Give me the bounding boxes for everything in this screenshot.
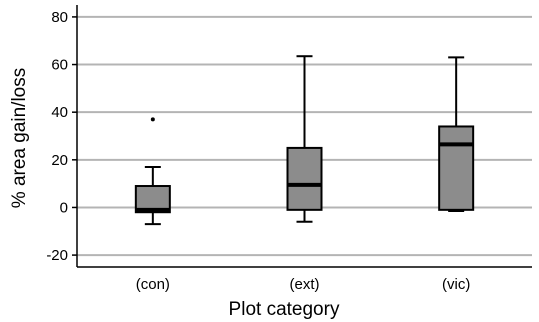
y-tick-label: 0 [60, 199, 68, 216]
interquartile-box [438, 125, 475, 211]
x-tick-label: (con) [136, 276, 170, 293]
box-ext [286, 55, 323, 223]
y-tick-label: 40 [51, 104, 68, 121]
x-tick-label: (ext) [290, 276, 320, 293]
x-axis-ticks: (con) (ext) (vic) [136, 276, 471, 293]
y-tick-label: -20 [46, 247, 68, 264]
y-axis-title: % area gain/loss [9, 68, 30, 208]
y-tick-label: 60 [51, 57, 68, 74]
y-tick-label: 20 [51, 152, 68, 169]
outlier-point [150, 117, 155, 122]
box-vic [438, 56, 475, 213]
x-tick-label: (vic) [442, 276, 470, 293]
x-axis-title: Plot category [229, 299, 340, 320]
interquartile-box [286, 146, 323, 211]
boxes [134, 55, 475, 226]
y-tick-label: 80 [51, 9, 68, 26]
y-axis-ticks: -20 0 20 40 60 80 [46, 9, 77, 264]
box-con [134, 117, 171, 226]
